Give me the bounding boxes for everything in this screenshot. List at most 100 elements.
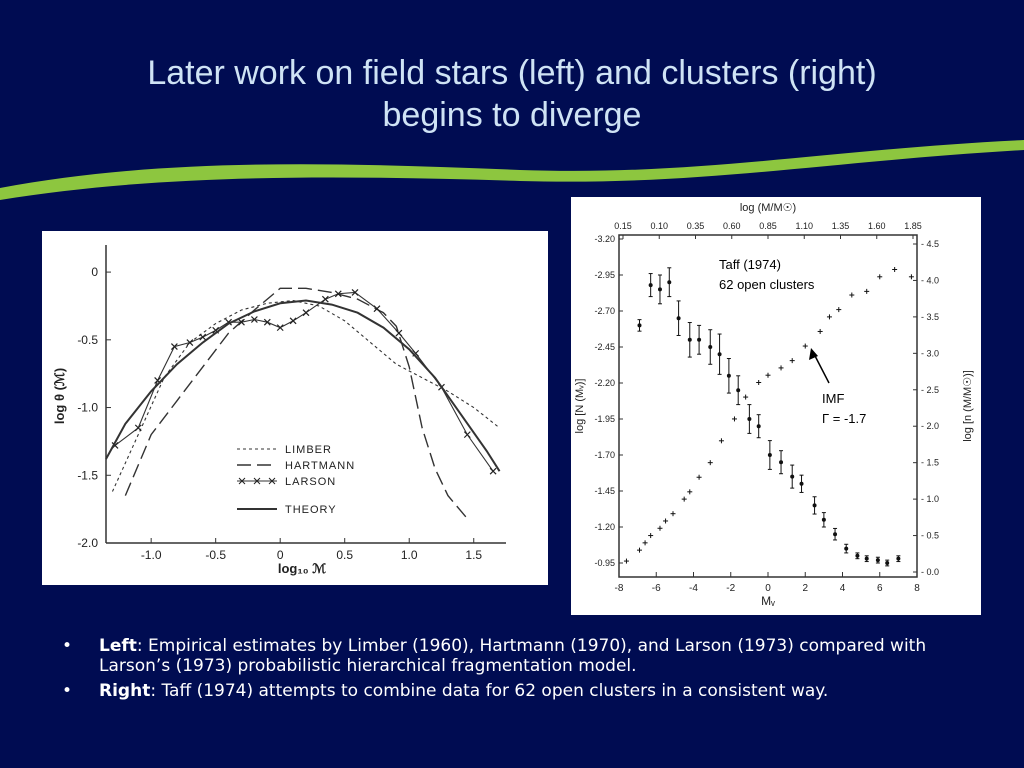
- legend-cross-stroke: [268, 477, 276, 485]
- left-x-tick-label: -1.0: [141, 548, 162, 562]
- bullet-left-bold: Left: [99, 636, 137, 656]
- imf-plus-marker: [826, 314, 832, 320]
- imf-plus-marker: [670, 511, 676, 517]
- left-larson-cross-marker: [373, 305, 381, 313]
- taff-dot: [833, 532, 838, 537]
- right-x-tick-label: -4: [689, 583, 698, 594]
- left-figure: -1.0 -0.5 0 0.5 1.0 1.5 0 -0.5 -1.0 -1.5 -2.0 log…: [42, 231, 548, 585]
- right-x-tick-label: -8: [615, 583, 624, 594]
- left-x-axis-label: log₁₀ ℳ: [278, 561, 326, 576]
- right-left-tick-label: -3.20: [594, 234, 615, 244]
- right-left-tick-label: -2.70: [594, 306, 615, 316]
- imf-plus-marker: [648, 533, 654, 539]
- right-right-tick-label: - 4.0: [921, 275, 939, 285]
- imf-plus-marker: [789, 358, 795, 364]
- right-right-tick-label: - 2.0: [921, 421, 939, 431]
- imf-plus-marker: [657, 525, 663, 531]
- taff-point: [833, 527, 838, 541]
- left-legend-label-larson: LARSON: [285, 476, 336, 488]
- cross-stroke: [302, 309, 310, 317]
- left-larson-cross-marker: [489, 467, 497, 475]
- left-series-hartmann-line: [124, 287, 468, 520]
- left-y-tick-label: -2.0: [77, 536, 98, 550]
- left-larson-cross-marker: [395, 329, 403, 337]
- imf-plus-marker: [743, 394, 749, 400]
- imf-plus-marker: [623, 558, 629, 564]
- imf-annotation-line1: IMF: [822, 391, 844, 406]
- taff-dot: [657, 287, 662, 292]
- cross-stroke: [276, 324, 284, 332]
- right-top-tick-label: 0.85: [759, 221, 777, 231]
- slide-title-line2: begins to diverge: [382, 96, 642, 134]
- cross-stroke: [154, 377, 162, 384]
- taff-point: [637, 319, 642, 332]
- imf-plus-marker: [681, 496, 687, 502]
- imf-plus-marker: [696, 474, 702, 480]
- imf-arrow-line: [812, 351, 830, 384]
- taff-point: [864, 555, 869, 563]
- taff-dot: [812, 503, 817, 508]
- imf-plus-marker: [707, 460, 713, 466]
- taff-dot: [779, 460, 784, 465]
- right-right-tick-label: - 1.0: [921, 494, 939, 504]
- left-x-tick-label: 1.0: [401, 548, 418, 562]
- right-top-tick-label: 0.15: [614, 221, 632, 231]
- bullet-dot: •: [62, 681, 73, 701]
- taff-point: [885, 559, 890, 567]
- cross-stroke: [238, 318, 245, 326]
- legend-cross-stroke: [253, 477, 261, 485]
- imf-plus-marker: [802, 343, 808, 349]
- right-figure: log (M/M☉) Mᵥ log [N (Mᵥ)] log [n (M/M☉)…: [571, 197, 981, 615]
- bullet-right-text: : Taff (1974) attempts to combine data f…: [150, 681, 829, 701]
- right-left-tick-label: -1.45: [594, 486, 615, 496]
- taff-dot: [708, 345, 713, 349]
- right-x-tick-label: -2: [726, 583, 735, 594]
- left-larson-cross-marker: [170, 343, 178, 351]
- taff-dot: [844, 546, 849, 551]
- taff-dot: [799, 481, 804, 486]
- taff-point: [657, 274, 662, 305]
- left-larson-cross-marker: [186, 339, 194, 346]
- taff-point: [747, 404, 752, 434]
- cross-stroke: [321, 295, 329, 303]
- taff-point: [821, 512, 826, 528]
- imf-plus-marker: [908, 274, 914, 280]
- taff-point: [717, 333, 722, 375]
- bullet-left-text: : Empirical estimates by Limber (1960), …: [99, 636, 927, 676]
- left-larson-cross-marker: [276, 324, 284, 332]
- taff-point: [767, 440, 772, 470]
- left-larson-cross-marker: [463, 431, 471, 439]
- taff-point: [844, 543, 849, 554]
- taff-point: [896, 555, 901, 563]
- imf-plus-marker: [892, 267, 898, 273]
- bullet-list: • Left: Empirical estimates by Limber (1…: [62, 636, 962, 706]
- right-x-tick-label: 8: [914, 583, 920, 594]
- decorative-wave: [0, 140, 1024, 200]
- imf-plus-marker: [836, 307, 842, 313]
- cross-stroke: [489, 467, 497, 475]
- right-left-tick-label: -2.20: [594, 378, 615, 388]
- imf-plus-marker: [663, 518, 669, 524]
- imf-plus-marker: [877, 274, 883, 280]
- right-left-tick-label: -0.95: [594, 558, 615, 568]
- imf-plus-marker: [864, 288, 870, 294]
- right-top-tick-label: 0.35: [687, 221, 705, 231]
- cross-stroke: [289, 317, 297, 325]
- cross-stroke: [250, 316, 258, 323]
- left-legend: LIMBER HARTMANN LARSON THEORY: [237, 444, 354, 516]
- legend-cross-stroke: [238, 477, 246, 485]
- right-left-axis-label: log [N (Mᵥ)]: [574, 379, 586, 434]
- taff-dot: [896, 556, 901, 561]
- taff-point: [855, 552, 860, 560]
- bullet-right: • Right: Taff (1974) attempts to combine…: [62, 681, 962, 701]
- left-larson-cross-marker: [250, 316, 258, 323]
- taff-point: [648, 273, 653, 298]
- imf-plus-marker: [849, 292, 855, 298]
- taff-point: [799, 474, 804, 493]
- taff-point: [667, 267, 672, 298]
- cross-stroke: [199, 333, 207, 341]
- right-right-tick-label: - 3.0: [921, 348, 939, 358]
- taff-dot: [756, 424, 761, 429]
- taff-point: [812, 496, 817, 515]
- taff-dot: [855, 553, 860, 558]
